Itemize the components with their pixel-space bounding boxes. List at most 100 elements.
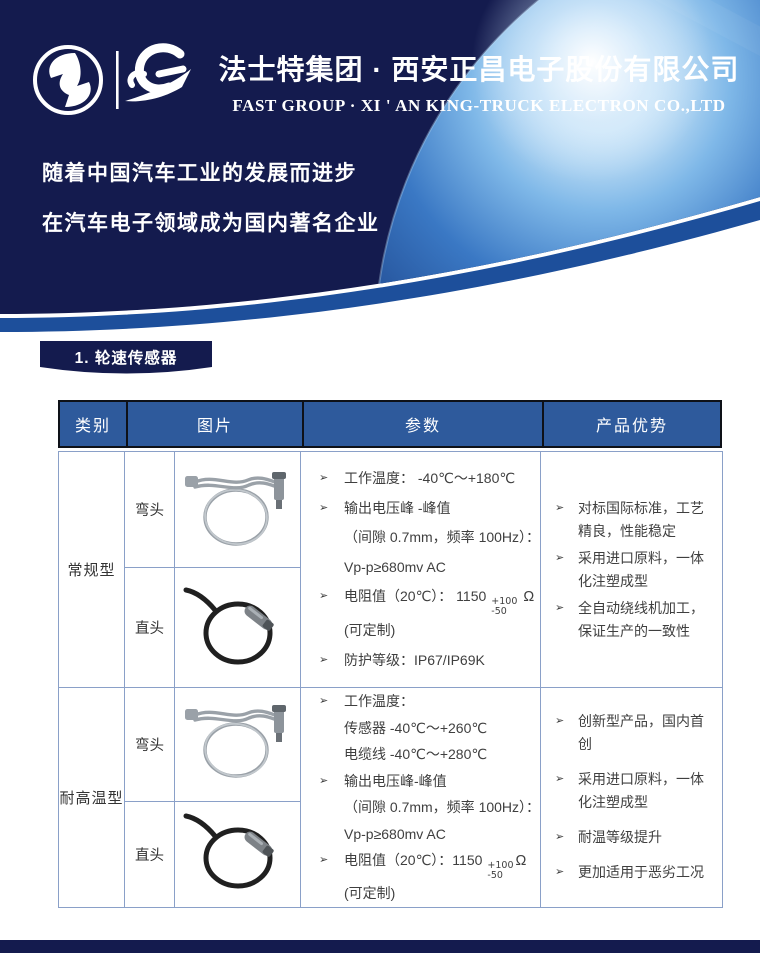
arrow-bullet-icon: ➢ [555, 551, 565, 564]
advantage-item: ➢ 采用进口原料，一体化注塑成型 [553, 768, 712, 814]
variant-label: 弯头 [124, 686, 175, 803]
advantage-text: 更加适用于恶劣工况 [578, 864, 704, 881]
advantage-item: ➢ 耐温等级提升 [553, 826, 712, 849]
logo-divider [116, 51, 119, 109]
advantage-text: 采用进口原料，一体化注塑成型 [578, 771, 704, 811]
param-line: ➢ 工作温度： -40℃～+180℃ [317, 464, 532, 494]
advantage-item: ➢ 对标国际标准，工艺精良，性能稳定 [553, 497, 712, 543]
param-line: ➢ 电阻值（20℃）：1150 +100 -50 Ω [317, 847, 532, 880]
tagline-line2: 在汽车电子领域成为国内著名企业 [42, 212, 380, 235]
param-text: Vp-p≥680mv AC [344, 558, 446, 575]
table-row: 常规型 弯头 [58, 451, 723, 688]
advantage-list: ➢ 对标国际标准，工艺精良，性能稳定 ➢ 采用进口原料，一体化注塑成型 ➢ 全自动绕线机加… [541, 452, 722, 687]
param-text: 防护等级：IP67/IP69K [344, 651, 485, 668]
param-list: ➢ 工作温度： -40℃～+180℃ ➢ 输出电压峰 -峰值 （间隙 0.7mm，频率 … [301, 452, 540, 687]
arrow-bullet-icon: ➢ [319, 590, 329, 602]
advantage-text: 全自动绕线机加工，保证生产的一致性 [578, 599, 704, 639]
swoosh-band [0, 201, 760, 332]
param-list: ➢ 工作温度： 传感器 -40℃～+260℃ 电缆线 -40℃～+280℃ ➢ 输出电压峰… [301, 688, 540, 907]
arrow-bullet-icon: ➢ [555, 831, 565, 844]
arrow-bullet-icon: ➢ [555, 866, 565, 879]
param-text: (可定制) [344, 885, 396, 901]
param-line: ➢ 工作温度： [317, 688, 532, 715]
parameters-cell: ➢ 工作温度： -40℃～+180℃ ➢ 输出电压峰 -峰值 （间隙 0.7mm，频率 … [300, 451, 541, 688]
advantage-item: ➢ 更加适用于恶劣工况 [553, 861, 712, 884]
param-line: ➢ 输出电压峰 -峰值 [317, 494, 532, 524]
arrow-bullet-icon: ➢ [319, 695, 329, 707]
param-text: (可定制) [344, 622, 396, 638]
arrow-bullet-icon: ➢ [319, 472, 329, 484]
sensor-image-cell [174, 451, 301, 568]
table-body: 常规型 弯头 [58, 451, 723, 908]
category-cell: 常规型 [58, 451, 125, 688]
product-table: 类别 图片 参数 产品优势 常规型 弯头 [58, 400, 723, 908]
footer-bar [0, 940, 760, 953]
company-title-cn: 法士特集团 · 西安正昌电子股份有限公司 [218, 54, 740, 85]
company-title-en: FAST GROUP · XI ' AN KING-TRUCK ELECTRON… [232, 96, 726, 115]
col-header-parameters: 参数 [302, 402, 542, 446]
parameters-cell: ➢ 工作温度： 传感器 -40℃～+260℃ 电缆线 -40℃～+280℃ ➢ 输出电压峰… [300, 687, 541, 908]
param-text: 输出电压峰-峰值 [344, 772, 447, 789]
param-line: （间隙 0.7mm，频率 100Hz）： [317, 794, 540, 821]
param-line: Vp-p≥680mv AC [317, 821, 532, 848]
arrow-bullet-icon: ➢ [555, 601, 565, 614]
param-line: （间隙 0.7mm，频率 100Hz）： [317, 523, 540, 553]
param-text: 工作温度： -40℃～+180℃ [344, 470, 516, 486]
arrow-bullet-icon: ➢ [555, 715, 565, 728]
variant-label: 直头 [124, 801, 175, 908]
advantage-item: ➢ 采用进口原料，一体化注塑成型 [553, 547, 712, 593]
unit-label: Ω [519, 589, 535, 605]
param-line: 电缆线 -40℃～+280℃ [317, 741, 532, 768]
variant-label: 直头 [124, 567, 175, 688]
sensor-image-cell [174, 567, 301, 688]
advantage-item: ➢ 创新型产品，国内首创 [553, 710, 712, 756]
param-line: Vp-p≥680mv AC [317, 553, 532, 583]
straight-head-sensor-coil-icon [183, 587, 274, 665]
table-row: 直头 [59, 567, 723, 688]
sensor-image-cell [174, 686, 301, 803]
param-line: 传感器 -40℃～+260℃ [317, 715, 532, 742]
col-header-advantages: 产品优势 [542, 402, 720, 446]
param-line: ➢ 电阻值（20℃）： 1150 +100 -50 Ω [317, 582, 535, 617]
earth-graphic [0, 0, 760, 332]
param-line: ➢ 输出电压峰-峰值 [317, 768, 532, 795]
fast-group-logo-icon [33, 45, 103, 115]
bent-head-sensor-coil-icon [184, 472, 286, 546]
advantages-cell: ➢ 对标国际标准，工艺精良，性能稳定 ➢ 采用进口原料，一体化注塑成型 ➢ 全自动绕线机加… [540, 451, 723, 688]
advantage-list: ➢ 创新型产品，国内首创 ➢ 采用进口原料，一体化注塑成型 ➢ 耐温等级提升 ➢ 更加适用于恶… [541, 688, 722, 907]
table-header-row: 类别 图片 参数 产品优势 [58, 400, 722, 448]
advantage-text: 采用进口原料，一体化注塑成型 [578, 549, 704, 589]
col-header-picture: 图片 [126, 402, 302, 446]
tolerance-stack: +100 -50 [491, 596, 518, 617]
variant-label: 弯头 [124, 451, 175, 568]
param-text: 电阻值（20℃）： 1150 [344, 588, 487, 604]
param-text: （间隙 0.7mm，频率 100Hz）： [344, 529, 541, 545]
table-row: 耐高温型 弯头 [58, 686, 723, 908]
sensor-image-cell [174, 801, 301, 908]
param-line: (可定制) [317, 880, 532, 907]
param-text: 工作温度： [344, 693, 414, 709]
advantage-text: 耐温等级提升 [578, 829, 662, 846]
company-titles: 法士特集团 · 西安正昌电子股份有限公司 FAST GROUP · XI ' A… [205, 48, 753, 116]
arrow-bullet-icon: ➢ [555, 773, 565, 786]
advantages-cell: ➢ 创新型产品，国内首创 ➢ 采用进口原料，一体化注塑成型 ➢ 耐温等级提升 ➢ 更加适用于恶… [540, 687, 723, 908]
param-line: ➢ 防护等级：IP67/IP69K [317, 646, 532, 676]
param-line: (可定制) [317, 616, 532, 646]
unit-label: Ω [515, 853, 527, 869]
param-text: 传感器 -40℃～+260℃ [344, 719, 488, 736]
table-row: 直头 [59, 801, 723, 908]
advantage-text: 对标国际标准，工艺精良，性能稳定 [578, 499, 704, 539]
arrow-bullet-icon: ➢ [555, 501, 565, 514]
param-text: 电缆线 -40℃～+280℃ [344, 746, 488, 762]
arrow-bullet-icon: ➢ [319, 854, 329, 866]
tolerance-stack: +100 -50 [487, 860, 514, 881]
col-header-category: 类别 [74, 418, 111, 435]
param-text: 电阻值（20℃）：1150 [344, 852, 483, 868]
arrow-bullet-icon: ➢ [319, 501, 329, 514]
straight-head-sensor-coil-icon [183, 813, 274, 889]
logo-group [28, 38, 208, 122]
section-title: 1. 轮速传感器 [74, 350, 178, 367]
param-text: （间隙 0.7mm，频率 100Hz）： [344, 799, 541, 815]
param-text: 输出电压峰 -峰值 [344, 499, 451, 516]
bent-head-sensor-coil-icon [184, 705, 286, 778]
